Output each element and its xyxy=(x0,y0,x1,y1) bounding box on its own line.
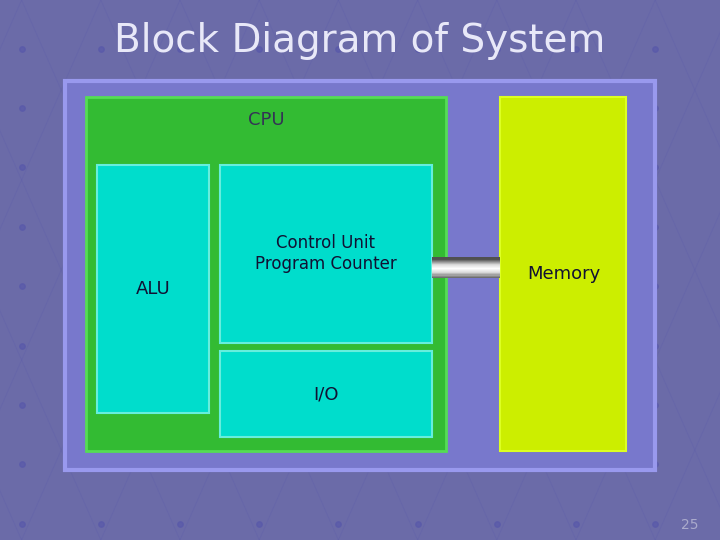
Bar xyxy=(432,263,500,264)
Bar xyxy=(432,266,500,267)
Bar xyxy=(432,274,500,275)
Text: Control Unit
Program Counter: Control Unit Program Counter xyxy=(255,234,397,273)
Bar xyxy=(432,276,500,278)
Text: 25: 25 xyxy=(681,518,698,532)
Text: ALU: ALU xyxy=(135,280,171,298)
Bar xyxy=(65,81,655,470)
Bar xyxy=(432,273,500,274)
Bar xyxy=(432,260,500,261)
Bar xyxy=(86,97,446,451)
Bar xyxy=(432,275,500,276)
Bar xyxy=(432,259,500,260)
Bar xyxy=(432,272,500,273)
Bar xyxy=(432,265,500,266)
Bar xyxy=(432,257,500,258)
Text: Block Diagram of System: Block Diagram of System xyxy=(114,22,606,59)
Bar xyxy=(432,258,500,259)
Bar xyxy=(220,165,432,343)
Text: CPU: CPU xyxy=(248,111,284,129)
Bar xyxy=(432,268,500,269)
Text: Memory: Memory xyxy=(527,265,600,283)
Bar xyxy=(432,271,500,272)
Bar xyxy=(220,351,432,437)
Bar xyxy=(432,267,500,268)
Bar xyxy=(432,264,500,265)
Bar xyxy=(500,97,626,451)
Text: I/O: I/O xyxy=(313,385,338,403)
Bar xyxy=(432,262,500,263)
Bar xyxy=(432,261,500,262)
Bar xyxy=(97,165,209,413)
Bar xyxy=(432,269,500,271)
